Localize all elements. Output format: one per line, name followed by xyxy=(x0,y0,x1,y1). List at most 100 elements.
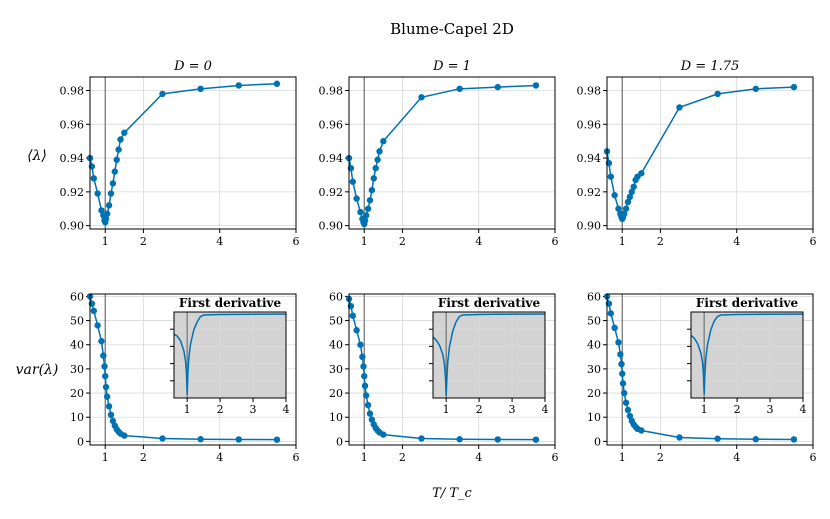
series-line xyxy=(89,83,277,225)
x-tick-label: 6 xyxy=(293,451,300,464)
x-tick-label: 2 xyxy=(140,235,147,248)
y-tick-label: 0.90 xyxy=(60,220,85,233)
data-point xyxy=(359,353,366,361)
data-point xyxy=(714,435,721,442)
figure-title: Blume-Capel 2D xyxy=(390,20,514,38)
inset-frame xyxy=(432,311,546,399)
y-tick-label: 40 xyxy=(587,339,601,352)
data-point xyxy=(98,207,105,214)
data-point xyxy=(357,208,364,216)
x-tick-label: 6 xyxy=(810,451,817,464)
data-point xyxy=(607,310,615,317)
inset-x-tick-label: 3 xyxy=(250,403,257,416)
panels-group: 1 2 4 6 0.90 0.92 0.94 0.96 0.98 D = 0 1 2 4 6 0.90 0.9… xyxy=(60,59,817,464)
x-tick-label: 6 xyxy=(552,451,559,464)
y-tick-label: 30 xyxy=(587,363,601,376)
data-point xyxy=(622,205,630,212)
y-tick-label: 0.96 xyxy=(577,118,602,131)
x-tick-label: 1 xyxy=(102,451,109,464)
data-point xyxy=(102,372,109,380)
series-line xyxy=(606,296,794,441)
inset-series-line xyxy=(432,313,546,397)
y-tick-label: 0.90 xyxy=(577,220,602,233)
inset-title: First derivative xyxy=(438,296,541,310)
data-point xyxy=(368,186,376,194)
inset-first-derivative: 1 2 3 4 First derivative xyxy=(429,296,549,416)
data-point xyxy=(360,363,367,370)
data-point xyxy=(94,322,101,329)
inset-title: First derivative xyxy=(696,296,799,310)
data-point xyxy=(107,190,115,197)
data-point xyxy=(752,85,759,93)
chart-panel-D0-mean: 1 2 4 6 0.90 0.92 0.94 0.96 0.98 D = 0 xyxy=(60,59,300,248)
data-point xyxy=(364,401,372,409)
x-tick-label: 4 xyxy=(216,451,223,464)
y-tick-label: 0 xyxy=(77,435,84,448)
data-point xyxy=(107,411,115,418)
row1-ylabel: ⟨λ⟩ xyxy=(27,148,47,164)
y-tick-label: 0.98 xyxy=(319,85,344,98)
inset-x-tick-label: 1 xyxy=(701,403,708,416)
series-line xyxy=(89,296,277,441)
series-line xyxy=(606,86,794,221)
inset-frame xyxy=(173,311,287,399)
inset-x-tick-label: 3 xyxy=(509,403,516,416)
data-point xyxy=(102,215,110,223)
y-tick-label: 0.96 xyxy=(319,118,344,131)
data-point xyxy=(626,412,634,420)
data-point xyxy=(121,432,128,439)
data-point xyxy=(790,83,798,91)
data-point xyxy=(752,436,759,443)
x-tick-label: 2 xyxy=(657,451,664,464)
data-point xyxy=(197,85,204,93)
data-point xyxy=(366,410,374,417)
data-point xyxy=(366,197,374,204)
data-point xyxy=(638,427,645,434)
data-point xyxy=(353,195,360,202)
inset-x-tick-label: 4 xyxy=(800,403,807,416)
series-line xyxy=(348,84,536,227)
x-tick-label: 1 xyxy=(361,451,368,464)
x-tick-label: 4 xyxy=(216,235,223,248)
data-point xyxy=(105,202,113,209)
inset-first-derivative: 1 2 3 4 First derivative xyxy=(687,296,807,416)
panel-title: D = 0 xyxy=(173,59,212,74)
x-tick-label: 1 xyxy=(619,235,626,248)
data-point xyxy=(362,392,370,399)
y-tick-label: 0.94 xyxy=(319,152,344,165)
row2-ylabel: var(λ) xyxy=(16,362,59,378)
inset-x-tick-label: 4 xyxy=(542,403,549,416)
data-point xyxy=(790,436,798,443)
data-point xyxy=(235,436,242,443)
y-tick-label: 0.98 xyxy=(577,85,602,98)
data-point xyxy=(376,148,383,155)
axes-frame xyxy=(89,293,297,446)
x-tick-label: 6 xyxy=(293,235,300,248)
data-point xyxy=(368,416,376,423)
data-point xyxy=(90,307,98,315)
data-point xyxy=(159,90,166,98)
data-point xyxy=(618,360,625,368)
data-point xyxy=(624,198,632,206)
y-tick-label: 10 xyxy=(587,411,601,424)
data-point xyxy=(620,210,628,217)
data-point xyxy=(117,136,124,143)
chart-panel-D175-mean: 1 2 4 6 0.90 0.92 0.94 0.96 0.98 D = 1.75 xyxy=(577,59,817,248)
data-point xyxy=(380,137,387,145)
data-point xyxy=(638,170,645,177)
y-tick-label: 50 xyxy=(70,315,84,328)
data-point xyxy=(361,372,368,380)
axes-frame xyxy=(89,76,297,230)
y-tick-label: 0.94 xyxy=(577,152,602,165)
chart-panel-D1-mean: 1 2 4 6 0.90 0.92 0.94 0.96 0.98 D = 1 xyxy=(319,59,559,248)
y-tick-label: 0.92 xyxy=(577,186,602,199)
axes-frame xyxy=(348,76,556,230)
data-point xyxy=(374,156,381,163)
y-tick-label: 0.98 xyxy=(60,85,85,98)
y-tick-label: 30 xyxy=(329,363,343,376)
data-point xyxy=(619,370,626,377)
data-point xyxy=(273,436,281,443)
data-point xyxy=(532,82,540,89)
